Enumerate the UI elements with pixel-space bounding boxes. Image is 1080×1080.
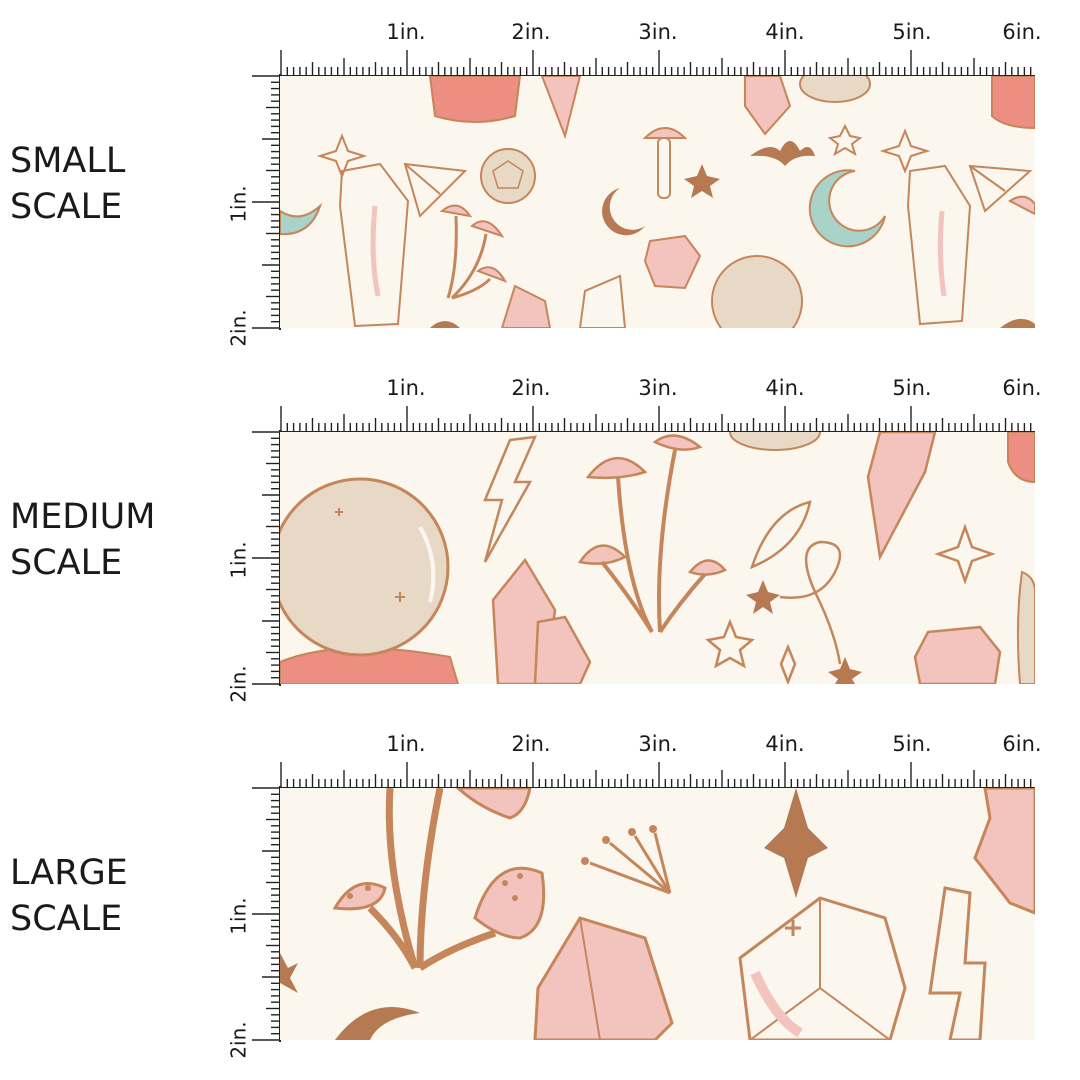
ruler-label-2in: 2in. (511, 732, 551, 756)
medium-scale-row: MEDIUM SCALE 1in. 2in. 3in. 4in. 5in. 6i… (0, 356, 1080, 712)
ruler-label-6in: 6in. (1002, 376, 1042, 400)
ruler-label-4in: 4in. (765, 376, 805, 400)
medium-fabric-swatch (280, 432, 1035, 684)
small-fabric-swatch (280, 76, 1035, 328)
side-ruler: 1in. 2in. (222, 430, 282, 703)
ruler-label-6in: 6in. (1002, 20, 1042, 44)
ruler-label-2in: 2in. (511, 20, 551, 44)
ruler-label-4in: 4in. (765, 20, 805, 44)
large-fabric-swatch (280, 788, 1035, 1040)
scale-label-line2: SCALE (10, 187, 123, 227)
side-ruler-ticks (252, 786, 281, 1042)
ruler-label-3in: 3in. (638, 20, 678, 44)
scale-label-line1: LARGE (10, 853, 128, 893)
ruler-label-1in: 1in. (386, 20, 426, 44)
side-ruler: 1in. 2in. (222, 74, 282, 347)
ruler-label-4in: 4in. (765, 732, 805, 756)
ruler-label-3in: 3in. (638, 376, 678, 400)
small-scale-row: SMALL SCALE 1in. 2in. 3in. 4in. 5in. 6in… (0, 0, 1080, 356)
side-ruler-ticks (252, 74, 281, 330)
scale-label-line1: MEDIUM (10, 497, 156, 537)
scale-label-line1: SMALL (10, 141, 126, 181)
ruler-label-5in: 5in. (892, 20, 932, 44)
small-scale-label: SMALL SCALE (10, 138, 125, 230)
ruler-label-2in: 2in. (511, 376, 551, 400)
ruler-label-1in: 1in. (386, 732, 426, 756)
scale-label-line2: SCALE (10, 543, 123, 583)
ruler-label-3in: 3in. (638, 732, 678, 756)
large-scale-label: LARGE SCALE (10, 850, 128, 942)
scale-label-line2: SCALE (10, 899, 123, 939)
medium-scale-label: MEDIUM SCALE (10, 494, 155, 586)
large-scale-row: LARGE SCALE 1in. 2in. 3in. 4in. 5in. 6in… (0, 712, 1080, 1068)
ruler-label-6in: 6in. (1002, 732, 1042, 756)
ruler-label-1in: 1in. (386, 376, 426, 400)
ruler-label-5in: 5in. (892, 376, 932, 400)
ruler-label-5in: 5in. (892, 732, 932, 756)
side-ruler-ticks (252, 430, 281, 686)
side-ruler: 1in. 2in. (222, 786, 282, 1059)
